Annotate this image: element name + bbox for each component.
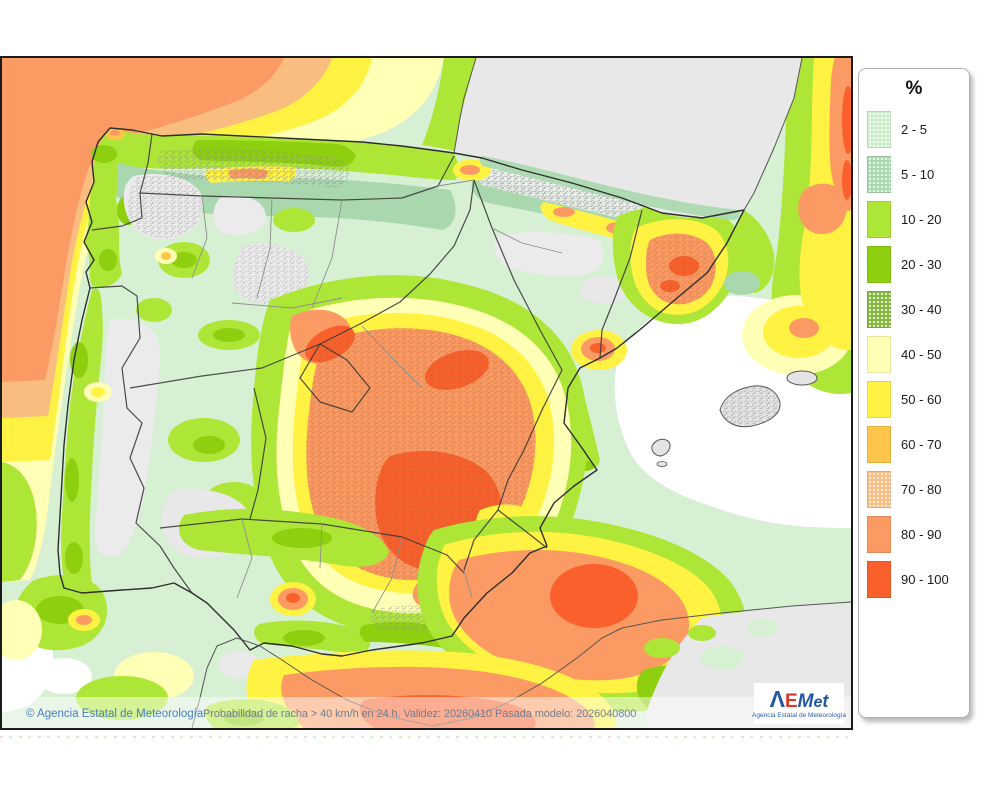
aemet-logo-subtitle: Agencia Estatal de Meteorología bbox=[752, 712, 846, 719]
legend-swatch bbox=[867, 336, 891, 373]
legend-entry: 60 - 70 bbox=[867, 426, 969, 463]
legend-entry: 2 - 5 bbox=[867, 111, 969, 148]
map-footer-overlay bbox=[2, 697, 851, 728]
legend-entry: 40 - 50 bbox=[867, 336, 969, 373]
legend-rows: 2 - 5 5 - 10 10 - 20 20 - 30 30 - 40 40 … bbox=[859, 111, 969, 598]
legend-swatch bbox=[867, 246, 891, 283]
legend-label: 50 - 60 bbox=[901, 392, 942, 407]
formentera-island bbox=[656, 461, 668, 467]
aemet-logo-letter: M bbox=[797, 691, 814, 712]
france-atlantic-coast bbox=[453, 58, 477, 154]
spain-wind-gust-probability-map bbox=[2, 58, 851, 728]
legend-entry: 5 - 10 bbox=[867, 156, 969, 193]
map-footer-caption: Probabilidad de racha > 40 km/h en 24 h.… bbox=[203, 708, 637, 720]
iberia-coastline bbox=[57, 127, 745, 657]
legend-label: 60 - 70 bbox=[901, 437, 942, 452]
africa-coastline bbox=[191, 601, 851, 728]
legend-label: 20 - 30 bbox=[901, 257, 942, 272]
ibiza-island bbox=[651, 438, 671, 457]
legend-title: % bbox=[905, 78, 923, 99]
france-no-data-region bbox=[454, 58, 802, 219]
legend-entry: 50 - 60 bbox=[867, 381, 969, 418]
legend-entry: 20 - 30 bbox=[867, 246, 969, 283]
portugal-spain-border bbox=[89, 285, 193, 594]
aemet-logo-letter: Λ bbox=[769, 686, 785, 712]
menorca-island bbox=[786, 370, 818, 386]
aemet-logo-letter: e bbox=[813, 694, 823, 711]
legend-swatch bbox=[867, 426, 891, 463]
legend-label: 80 - 90 bbox=[901, 527, 942, 542]
legend-entry: 70 - 80 bbox=[867, 471, 969, 508]
legend-swatch bbox=[867, 156, 891, 193]
legend-label: 40 - 50 bbox=[901, 347, 942, 362]
legend-label: 30 - 40 bbox=[901, 302, 942, 317]
legend-label: 70 - 80 bbox=[901, 482, 942, 497]
legend-swatch bbox=[867, 291, 891, 328]
legend-swatch bbox=[867, 381, 891, 418]
legend-entry: 90 - 100 bbox=[867, 561, 969, 598]
legend-swatch bbox=[867, 111, 891, 148]
legend-swatch bbox=[867, 201, 891, 238]
pyrenees-border bbox=[453, 152, 745, 219]
france-mediterranean-coast bbox=[743, 58, 803, 211]
decorative-dotted-line bbox=[0, 736, 853, 738]
legend-label: 10 - 20 bbox=[901, 212, 942, 227]
legend-entry: 80 - 90 bbox=[867, 516, 969, 553]
map-frame: © Agencia Estatal de Meteorología Probab… bbox=[0, 56, 853, 730]
aemet-logo-letter: E bbox=[784, 691, 798, 712]
legend-panel: % 2 - 5 5 - 10 10 - 20 20 - 30 30 - 40 4… bbox=[858, 68, 970, 718]
legend-label: 90 - 100 bbox=[901, 572, 949, 587]
legend-label: 2 - 5 bbox=[901, 122, 928, 137]
map-footer-copyright: © Agencia Estatal de Meteorología bbox=[26, 708, 204, 720]
legend-entry: 30 - 40 bbox=[867, 291, 969, 328]
aemet-logo-letter: t bbox=[822, 691, 829, 711]
legend-swatch bbox=[867, 516, 891, 553]
legend-swatch bbox=[867, 561, 891, 598]
legend-entry: 10 - 20 bbox=[867, 201, 969, 238]
legend-label: 5 - 10 bbox=[901, 167, 935, 182]
legend-swatch bbox=[867, 471, 891, 508]
